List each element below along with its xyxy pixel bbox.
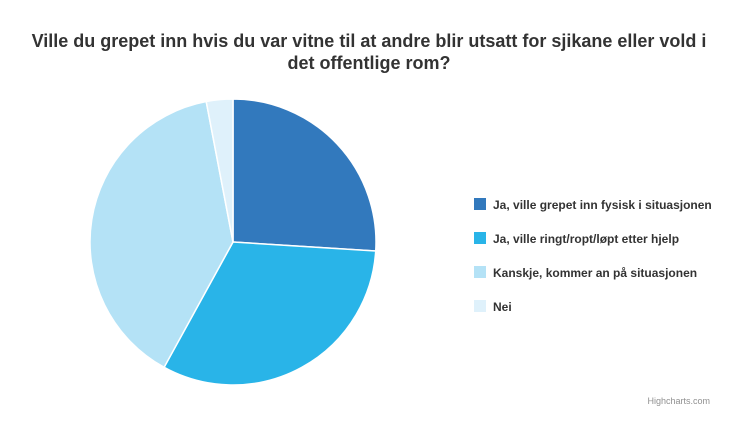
- legend-swatch-1: [474, 198, 486, 210]
- legend-item-1[interactable]: Ja, ville grepet inn fysisk i situasjone…: [474, 198, 712, 212]
- pie-slice-3[interactable]: [89, 100, 234, 369]
- legend-item-3[interactable]: Kanskje, kommer an på situasjonen: [474, 266, 697, 280]
- legend-swatch-3: [474, 266, 486, 278]
- legend-label-4: Nei: [493, 300, 512, 314]
- pie-slice-4[interactable]: [205, 98, 234, 243]
- legend-label-2: Ja, ville ringt/ropt/løpt etter hjelp: [493, 232, 679, 246]
- legend-label-3: Kanskje, kommer an på situasjonen: [493, 266, 697, 280]
- legend-swatch-2: [474, 232, 486, 244]
- legend-swatch-4: [474, 300, 486, 312]
- pie-slice-1[interactable]: [232, 98, 377, 252]
- legend-label-1: Ja, ville grepet inn fysisk i situasjone…: [493, 198, 712, 212]
- credits-link[interactable]: Highcharts.com: [647, 396, 710, 406]
- pie-slice-2[interactable]: [163, 241, 377, 386]
- legend: Ja, ville grepet inn fysisk i situasjone…: [474, 198, 712, 314]
- chart-title: Ville du grepet inn hvis du var vitne ti…: [31, 31, 707, 73]
- pie-slices: [89, 98, 377, 386]
- legend-item-2[interactable]: Ja, ville ringt/ropt/løpt etter hjelp: [474, 232, 679, 246]
- legend-item-4[interactable]: Nei: [474, 300, 512, 314]
